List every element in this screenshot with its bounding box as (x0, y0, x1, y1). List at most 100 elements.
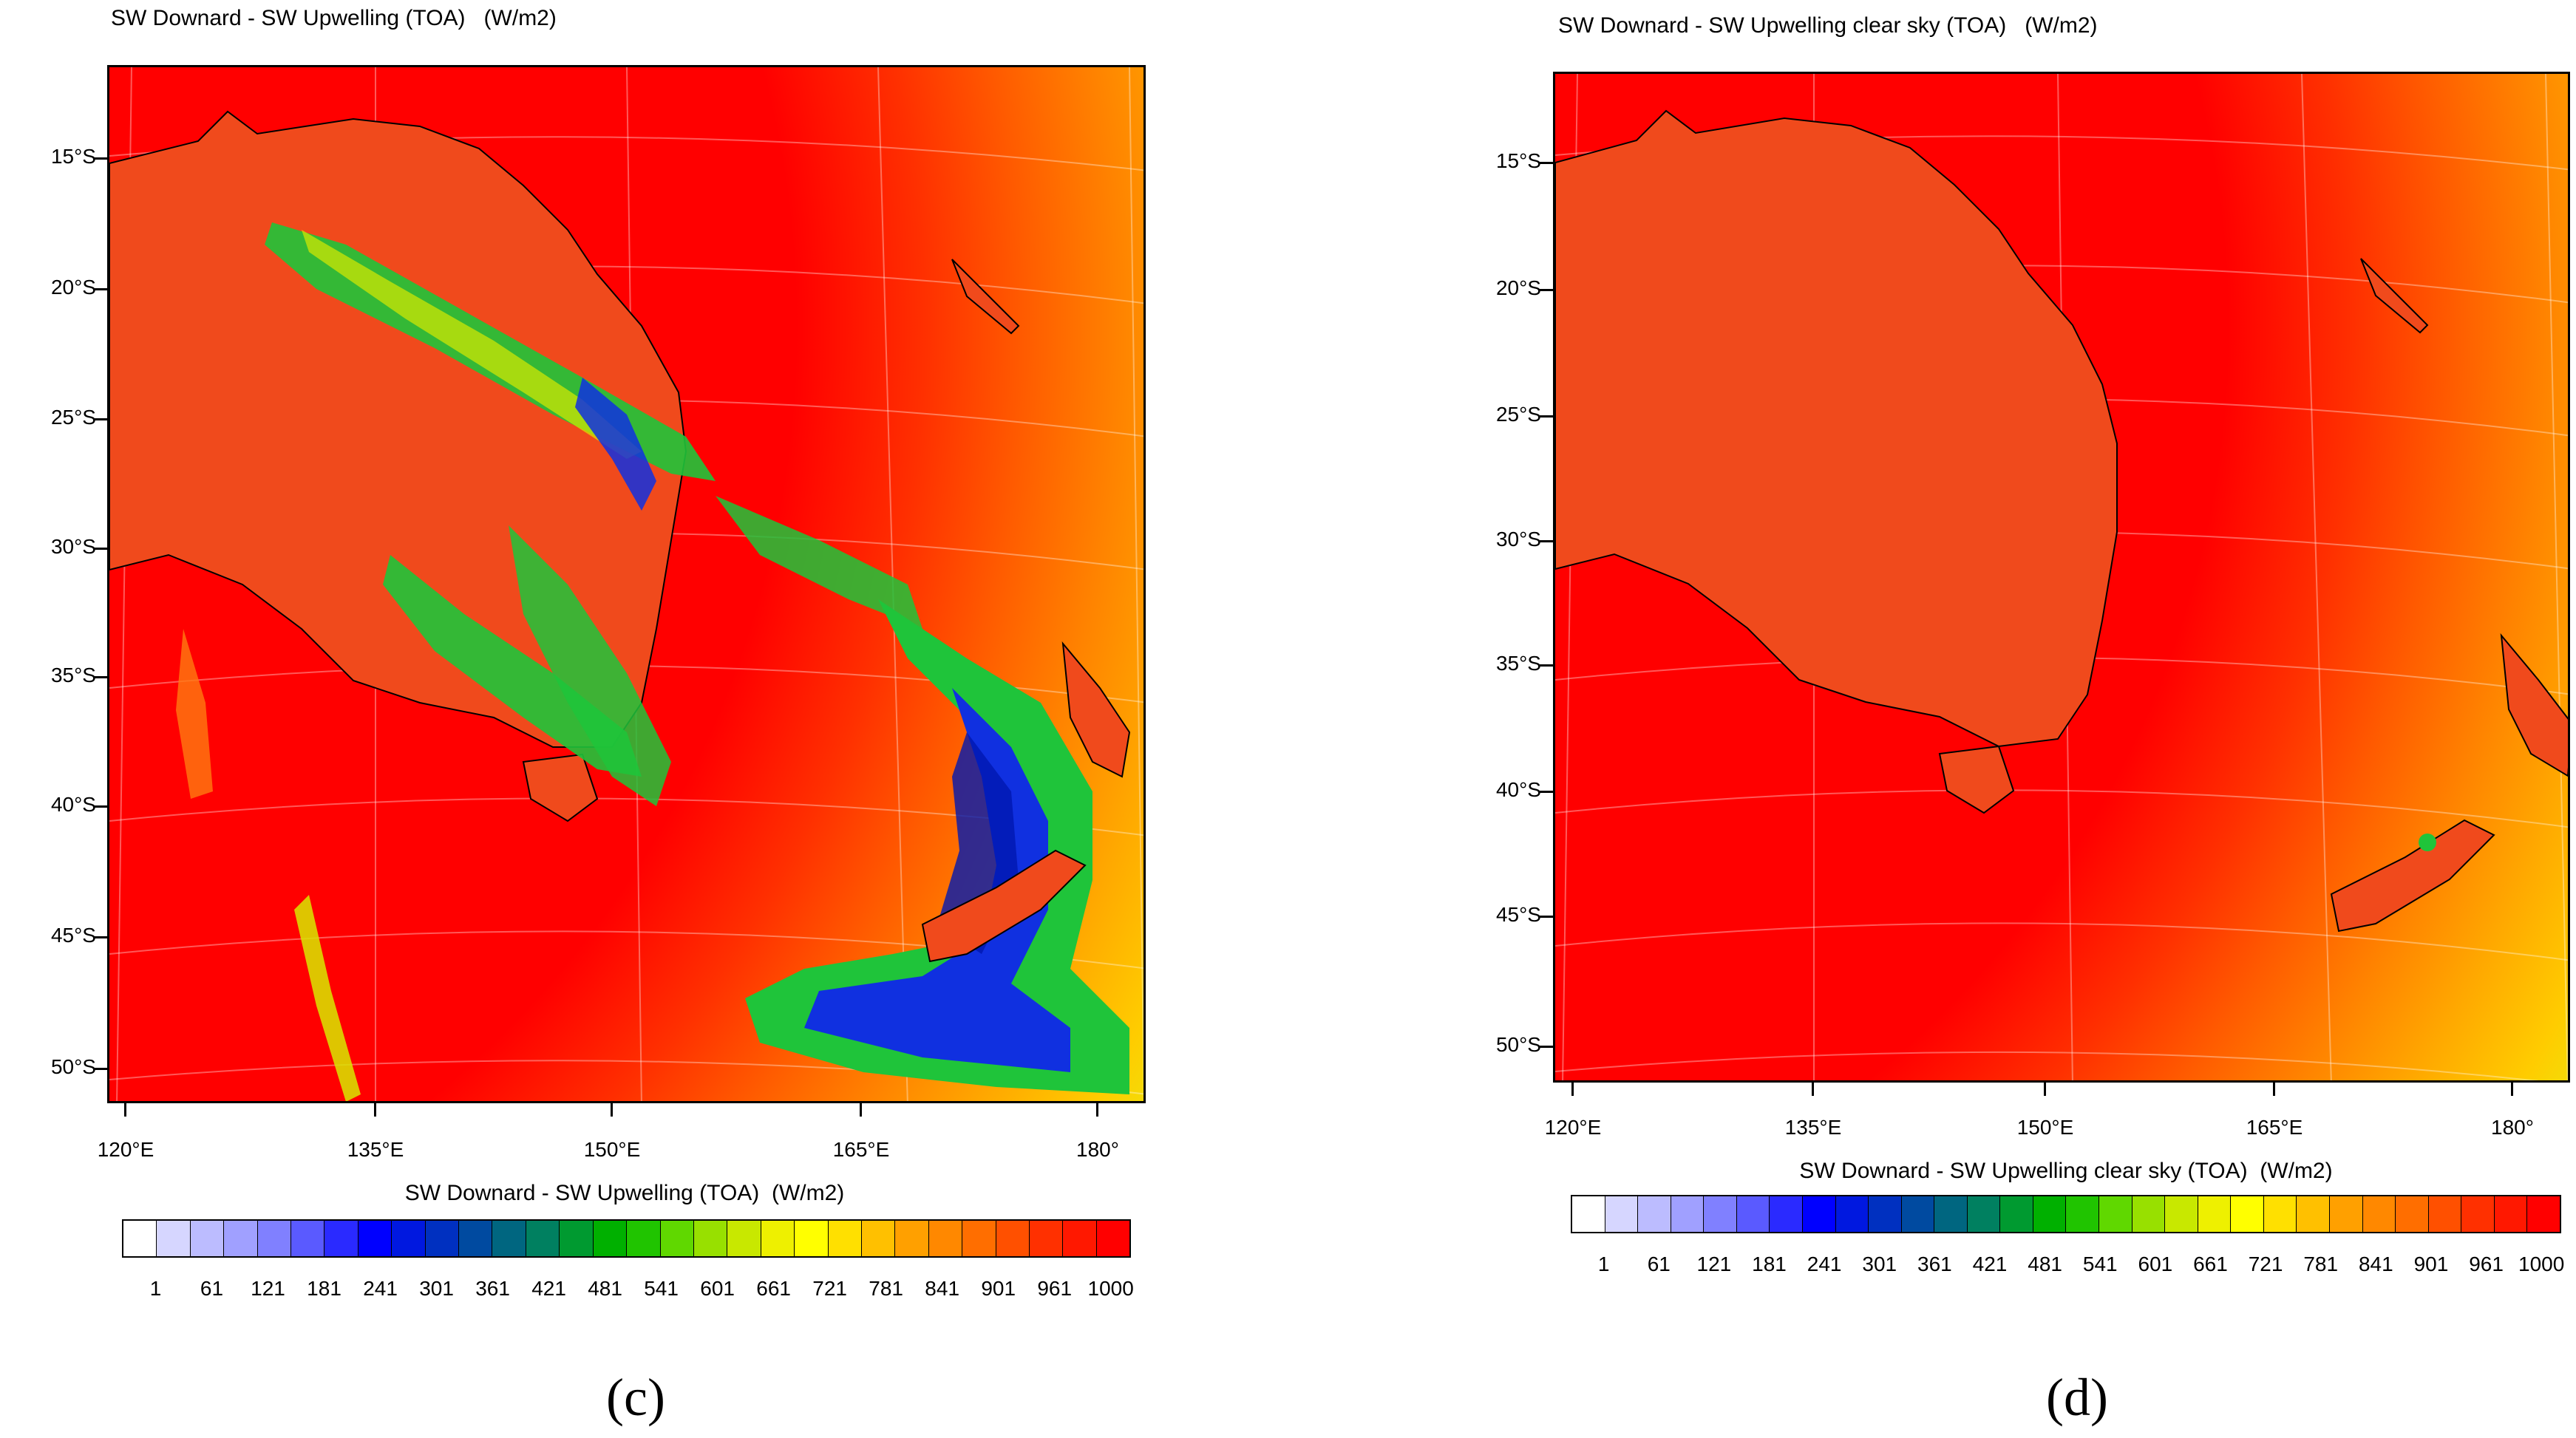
nz-south-island (921, 849, 1087, 963)
colorbar-swatch (593, 1221, 628, 1256)
colorbar-swatch (1029, 1221, 1064, 1256)
lat-tick-mark (94, 548, 107, 550)
colorbar-label: 841 (2358, 1253, 2393, 1275)
cloud-band-tasman (716, 496, 922, 629)
lon-tick-label: 150°E (583, 1138, 641, 1161)
colorbar-swatch (693, 1221, 728, 1256)
colorbar-label: 901 (981, 1277, 1016, 1300)
colorbar-swatch (2165, 1196, 2198, 1232)
colorbar-swatch (1605, 1196, 1639, 1232)
colorbar-swatch (2527, 1196, 2560, 1232)
lon-tick-mark (2044, 1083, 2046, 1096)
colorbar-swatch (2297, 1196, 2330, 1232)
cloud-system-south (745, 599, 1129, 1094)
colorbar-swatch (2461, 1196, 2495, 1232)
colorbar-label: 481 (2028, 1253, 2062, 1275)
colorbar-label: 601 (2138, 1253, 2173, 1275)
colorbar-swatch (660, 1221, 694, 1256)
nz-north-island (2500, 633, 2568, 777)
lon-tick-label: 135°E (1784, 1116, 1842, 1139)
colorbar-swatch (2494, 1196, 2528, 1232)
colorbar-swatch (2263, 1196, 2297, 1232)
colorbar-label: 661 (2193, 1253, 2228, 1275)
colorbar-label: 601 (700, 1277, 735, 1300)
colorbar-label: 721 (812, 1277, 847, 1300)
colorbar-swatch (2231, 1196, 2264, 1232)
colorbar-swatch (1967, 1196, 2001, 1232)
colorbar-label: 301 (419, 1277, 454, 1300)
nz-north-island (1061, 641, 1131, 778)
colorbar-label: 1000 (2518, 1253, 2565, 1275)
panel-label: (c) (606, 1368, 665, 1427)
lat-tick-mark (1540, 540, 1553, 542)
colorbar-label: 661 (756, 1277, 791, 1300)
colorbar-title: SW Downard - SW Upwelling clear sky (TOA… (1799, 1159, 2333, 1183)
colorbar-swatch (1063, 1221, 1097, 1256)
colorbar-swatch (2000, 1196, 2033, 1232)
colorbar-swatch (861, 1221, 896, 1256)
panel-c: SW Downard - SW Upwelling (TOA) (W/m2) (0, 0, 1286, 1438)
lon-tick-label: 165°E (832, 1138, 890, 1161)
colorbar-swatch (1704, 1196, 1737, 1232)
lat-tick-label: 35°S (1495, 652, 1541, 675)
cloud-streak-west (294, 895, 361, 1101)
map-svg (109, 67, 1143, 1101)
colorbar-swatch (1096, 1221, 1130, 1256)
colorbar-label: 481 (588, 1277, 622, 1300)
lon-tick-mark (2273, 1083, 2275, 1096)
colorbar-label: 361 (475, 1277, 510, 1300)
lon-tick-mark (1812, 1083, 1814, 1096)
map-title: SW Downard - SW Upwelling clear sky (TOA… (1558, 13, 2098, 38)
new-caledonia (951, 259, 1020, 335)
colorbar-label: 901 (2413, 1253, 2449, 1275)
colorbar-label: 721 (2248, 1253, 2283, 1275)
cloud-band-central-2 (509, 525, 671, 806)
colorbar-swatch (727, 1221, 761, 1256)
colorbar-label: 961 (2469, 1253, 2504, 1275)
lat-tick-label: 50°S (50, 1055, 96, 1078)
lat-tick-label: 40°S (1495, 778, 1541, 801)
lat-tick-mark (1540, 289, 1553, 291)
nz-south-island (2330, 819, 2495, 933)
lon-tick-label: 120°E (1544, 1116, 1602, 1139)
colorbar-swatch (2033, 1196, 2067, 1232)
lat-tick-mark (94, 418, 107, 420)
colorbar-swatch (2198, 1196, 2232, 1232)
lat-tick-mark (1540, 1046, 1553, 1048)
colorbar-label: 421 (1972, 1253, 2008, 1275)
map-svg (1555, 74, 2568, 1080)
lon-tick-mark (611, 1103, 613, 1117)
lat-tick-label: 30°S (50, 535, 96, 558)
colorbar-label: 241 (1807, 1253, 1842, 1275)
colorbar-swatch (2132, 1196, 2166, 1232)
colorbar-label: 121 (1696, 1253, 1732, 1275)
colorbar-swatch (1736, 1196, 1770, 1232)
lon-tick-label: 120°E (97, 1138, 154, 1161)
lat-tick-mark (1540, 162, 1553, 164)
colorbar-label: 541 (2082, 1253, 2118, 1275)
colorbar-label: 541 (644, 1277, 679, 1300)
colorbar-label: 121 (251, 1277, 285, 1300)
lat-tick-label: 45°S (50, 924, 96, 947)
lat-tick-mark (1540, 415, 1553, 418)
colorbar-swatch (2329, 1196, 2363, 1232)
colorbar-swatch (324, 1221, 358, 1256)
lat-tick-label: 20°S (50, 276, 96, 299)
map-area (107, 65, 1146, 1103)
colorbar-swatch (392, 1221, 426, 1256)
colorbar-label: 961 (1037, 1277, 1073, 1300)
colorbar-label: 1000 (1087, 1277, 1134, 1300)
nz-alps-cloud (2419, 834, 2436, 851)
map-area (1553, 72, 2570, 1083)
panel-d: SW Downard - SW Upwelling clear sky (TOA… (1290, 0, 2576, 1438)
colorbar-label: 361 (1917, 1253, 1952, 1275)
colorbar-label: 181 (1752, 1253, 1787, 1275)
lon-tick-mark (860, 1103, 862, 1117)
colorbar-swatch (425, 1221, 460, 1256)
colorbar-label: 1 (149, 1277, 162, 1300)
colorbar-label: 61 (1647, 1253, 1671, 1275)
lat-tick-mark (94, 288, 107, 290)
lat-tick-label: 30°S (1495, 528, 1541, 551)
colorbar-swatch (2428, 1196, 2462, 1232)
colorbar-label: 841 (925, 1277, 960, 1300)
